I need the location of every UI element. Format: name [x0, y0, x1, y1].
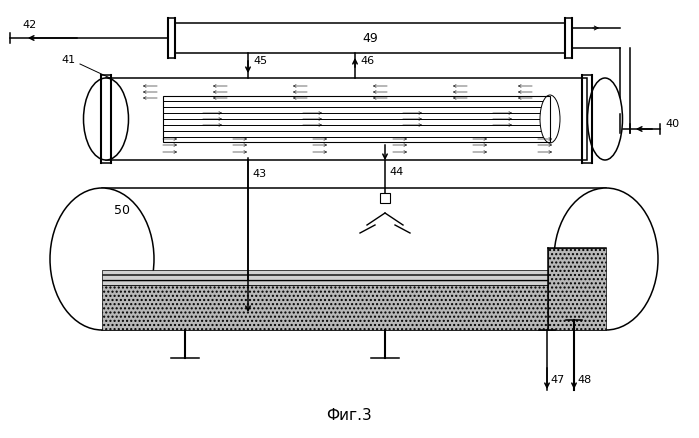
Bar: [548, 248, 606, 330]
Text: 40: 40: [665, 119, 679, 129]
Text: 50: 50: [114, 204, 130, 216]
Ellipse shape: [83, 78, 129, 160]
Bar: [102, 285, 548, 330]
Ellipse shape: [50, 188, 154, 330]
Text: 43: 43: [252, 169, 266, 179]
Text: 44: 44: [389, 167, 403, 177]
Text: 48: 48: [577, 375, 591, 385]
Text: 46: 46: [360, 56, 374, 66]
Text: 45: 45: [253, 56, 267, 66]
Text: 41: 41: [61, 55, 75, 65]
Bar: [106, 78, 587, 160]
Bar: [175, 23, 565, 53]
Text: Фиг.3: Фиг.3: [326, 409, 372, 424]
Bar: [102, 270, 548, 285]
Ellipse shape: [540, 95, 560, 143]
Bar: [380, 193, 390, 203]
Ellipse shape: [587, 78, 623, 160]
Bar: [102, 188, 606, 330]
Text: 49: 49: [362, 32, 378, 45]
Ellipse shape: [554, 188, 658, 330]
Bar: [163, 96, 550, 142]
Text: 42: 42: [22, 20, 36, 30]
Text: 47: 47: [550, 375, 564, 385]
